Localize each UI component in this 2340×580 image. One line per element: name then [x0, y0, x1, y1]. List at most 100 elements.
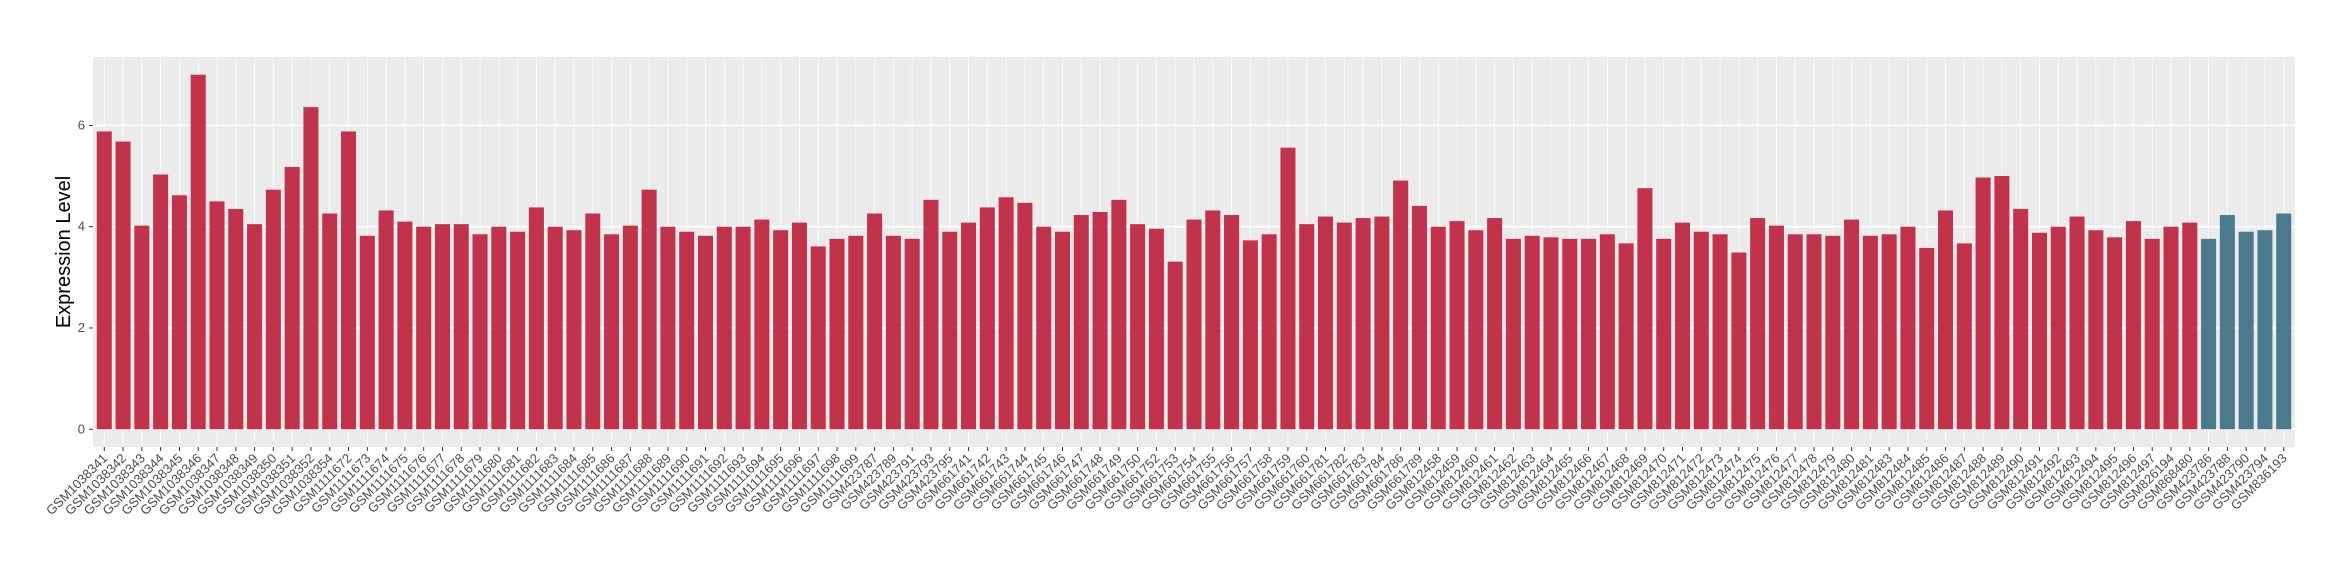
bar: [1205, 210, 1221, 430]
bar: [885, 235, 901, 430]
bar: [341, 131, 357, 430]
bar: [1524, 235, 1540, 430]
bar: [848, 235, 864, 430]
bar: [961, 222, 977, 430]
bar: [604, 234, 620, 430]
bar: [1280, 147, 1296, 430]
bar: [2238, 231, 2254, 430]
bar: [1186, 219, 1202, 430]
bar: [1487, 218, 1503, 430]
bar: [1599, 234, 1615, 430]
bar: [2107, 237, 2123, 430]
bar: [1224, 215, 1240, 430]
bar: [829, 238, 845, 430]
bar: [2201, 238, 2217, 430]
bar: [810, 246, 826, 430]
bar: [190, 74, 206, 430]
bar: [472, 234, 488, 430]
bar: [2013, 208, 2029, 430]
bar: [1881, 234, 1897, 430]
bar: [1505, 238, 1521, 430]
bar: [1167, 261, 1183, 430]
bar: [923, 199, 939, 430]
bar: [697, 235, 714, 430]
bar: [566, 230, 582, 430]
bar: [1656, 238, 1672, 430]
bar: [1825, 235, 1841, 430]
y-tick-label: 0: [78, 421, 85, 436]
bar: [1073, 215, 1089, 430]
bar: [735, 226, 751, 430]
bar: [1242, 240, 1258, 430]
bar: [1054, 231, 1070, 430]
bar: [979, 207, 995, 430]
bar: [1768, 225, 1784, 430]
bar: [115, 141, 131, 430]
bar: [1543, 237, 1559, 430]
bar: [660, 226, 676, 430]
bar: [547, 226, 563, 430]
bar: [1318, 216, 1334, 430]
bar: [359, 235, 375, 430]
y-axis-title: Expression Level: [53, 176, 75, 328]
bar: [1994, 176, 2010, 430]
bar: [1806, 234, 1822, 430]
bar: [1374, 216, 1390, 430]
bar: [453, 224, 469, 430]
bar: [2031, 232, 2047, 430]
bar: [1261, 234, 1277, 430]
bar: [942, 231, 958, 430]
bar: [322, 213, 338, 430]
bar: [2219, 215, 2235, 430]
bar: [1148, 228, 1164, 430]
bar: [416, 226, 432, 430]
bar: [998, 197, 1014, 430]
bar: [2069, 216, 2085, 430]
bar: [1449, 221, 1465, 430]
bar: [1581, 238, 1597, 430]
bar: [1336, 222, 1352, 430]
bar: [1750, 218, 1766, 430]
bar: [1411, 205, 1427, 430]
bar: [1731, 252, 1747, 430]
bar: [791, 222, 807, 430]
bar: [1862, 235, 1878, 430]
bar: [2088, 230, 2104, 430]
bar: [641, 189, 657, 430]
bar: [1938, 210, 1954, 430]
bar: [1111, 199, 1127, 430]
bar: [1299, 224, 1315, 430]
bar: [247, 224, 263, 430]
bar: [1956, 243, 1972, 430]
bar: [1900, 226, 1916, 430]
bar: [622, 225, 638, 430]
bar: [2144, 238, 2160, 430]
bar: [1036, 226, 1052, 430]
bar: [510, 231, 526, 430]
bar: [209, 201, 225, 430]
y-tick-label: 4: [78, 219, 85, 234]
bar: [1393, 180, 1409, 430]
bar: [378, 210, 394, 430]
bar: [303, 107, 319, 430]
bar: [397, 221, 413, 430]
bar: [1017, 202, 1033, 430]
bar: [96, 131, 112, 430]
bar: [2163, 226, 2179, 430]
bar: [1130, 224, 1146, 430]
bar: [1562, 238, 1578, 430]
bar: [284, 166, 300, 430]
bar: [228, 208, 244, 430]
bar: [134, 225, 150, 430]
bar: [1092, 211, 1108, 430]
bar: [867, 213, 883, 430]
bar: [265, 189, 281, 430]
bar: [528, 207, 544, 430]
bar: [754, 219, 770, 430]
bar: [1787, 234, 1803, 430]
bar: [716, 226, 732, 430]
y-tick-label: 6: [78, 117, 85, 132]
bar: [679, 231, 695, 430]
